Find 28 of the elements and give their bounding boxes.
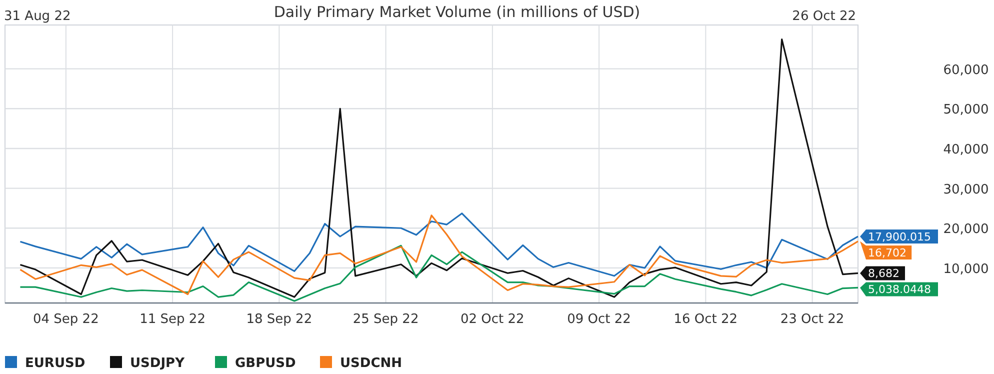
y-tick-label: 60,000 [943, 62, 989, 78]
data-label: 16,702 [868, 246, 906, 260]
x-tick-label: 25 Sep 22 [352, 312, 419, 327]
data-label: 17,900.015 [868, 230, 931, 244]
y-tick-label: 20,000 [943, 222, 989, 238]
line-series [19, 212, 859, 277]
data-label: 5,038.0448 [868, 283, 931, 296]
line-series [19, 244, 859, 302]
x-tick-label: 18 Sep 22 [246, 312, 312, 327]
x-tick-label: 02 Oct 22 [460, 312, 524, 327]
x-tick-label: 04 Sep 22 [33, 312, 99, 327]
line-series [19, 38, 859, 298]
x-tick-label: 11 Sep 22 [140, 312, 206, 327]
chart-title: Daily Primary Market Volume (in millions of USD) [274, 3, 640, 21]
x-tick-label: 09 Oct 22 [567, 312, 631, 327]
text: 31 Aug 22 [4, 9, 71, 24]
data-label: 8,682 [868, 267, 900, 280]
legend-label: USDCNH [340, 356, 402, 371]
legend-label: EURUSD [25, 356, 86, 371]
x-tick-label: 23 Oct 22 [780, 312, 844, 327]
y-tick-label: 10,000 [943, 262, 989, 277]
y-tick-label: 40,000 [943, 142, 989, 158]
y-tick-label: 30,000 [943, 182, 989, 198]
text: 26 Oct 22 [792, 9, 856, 24]
legend-label: USDJPY [130, 356, 186, 371]
x-tick-label: 16 Oct 22 [674, 312, 738, 327]
y-tick-label: 50,000 [943, 102, 989, 118]
legend-label: GBPUSD [235, 356, 296, 371]
